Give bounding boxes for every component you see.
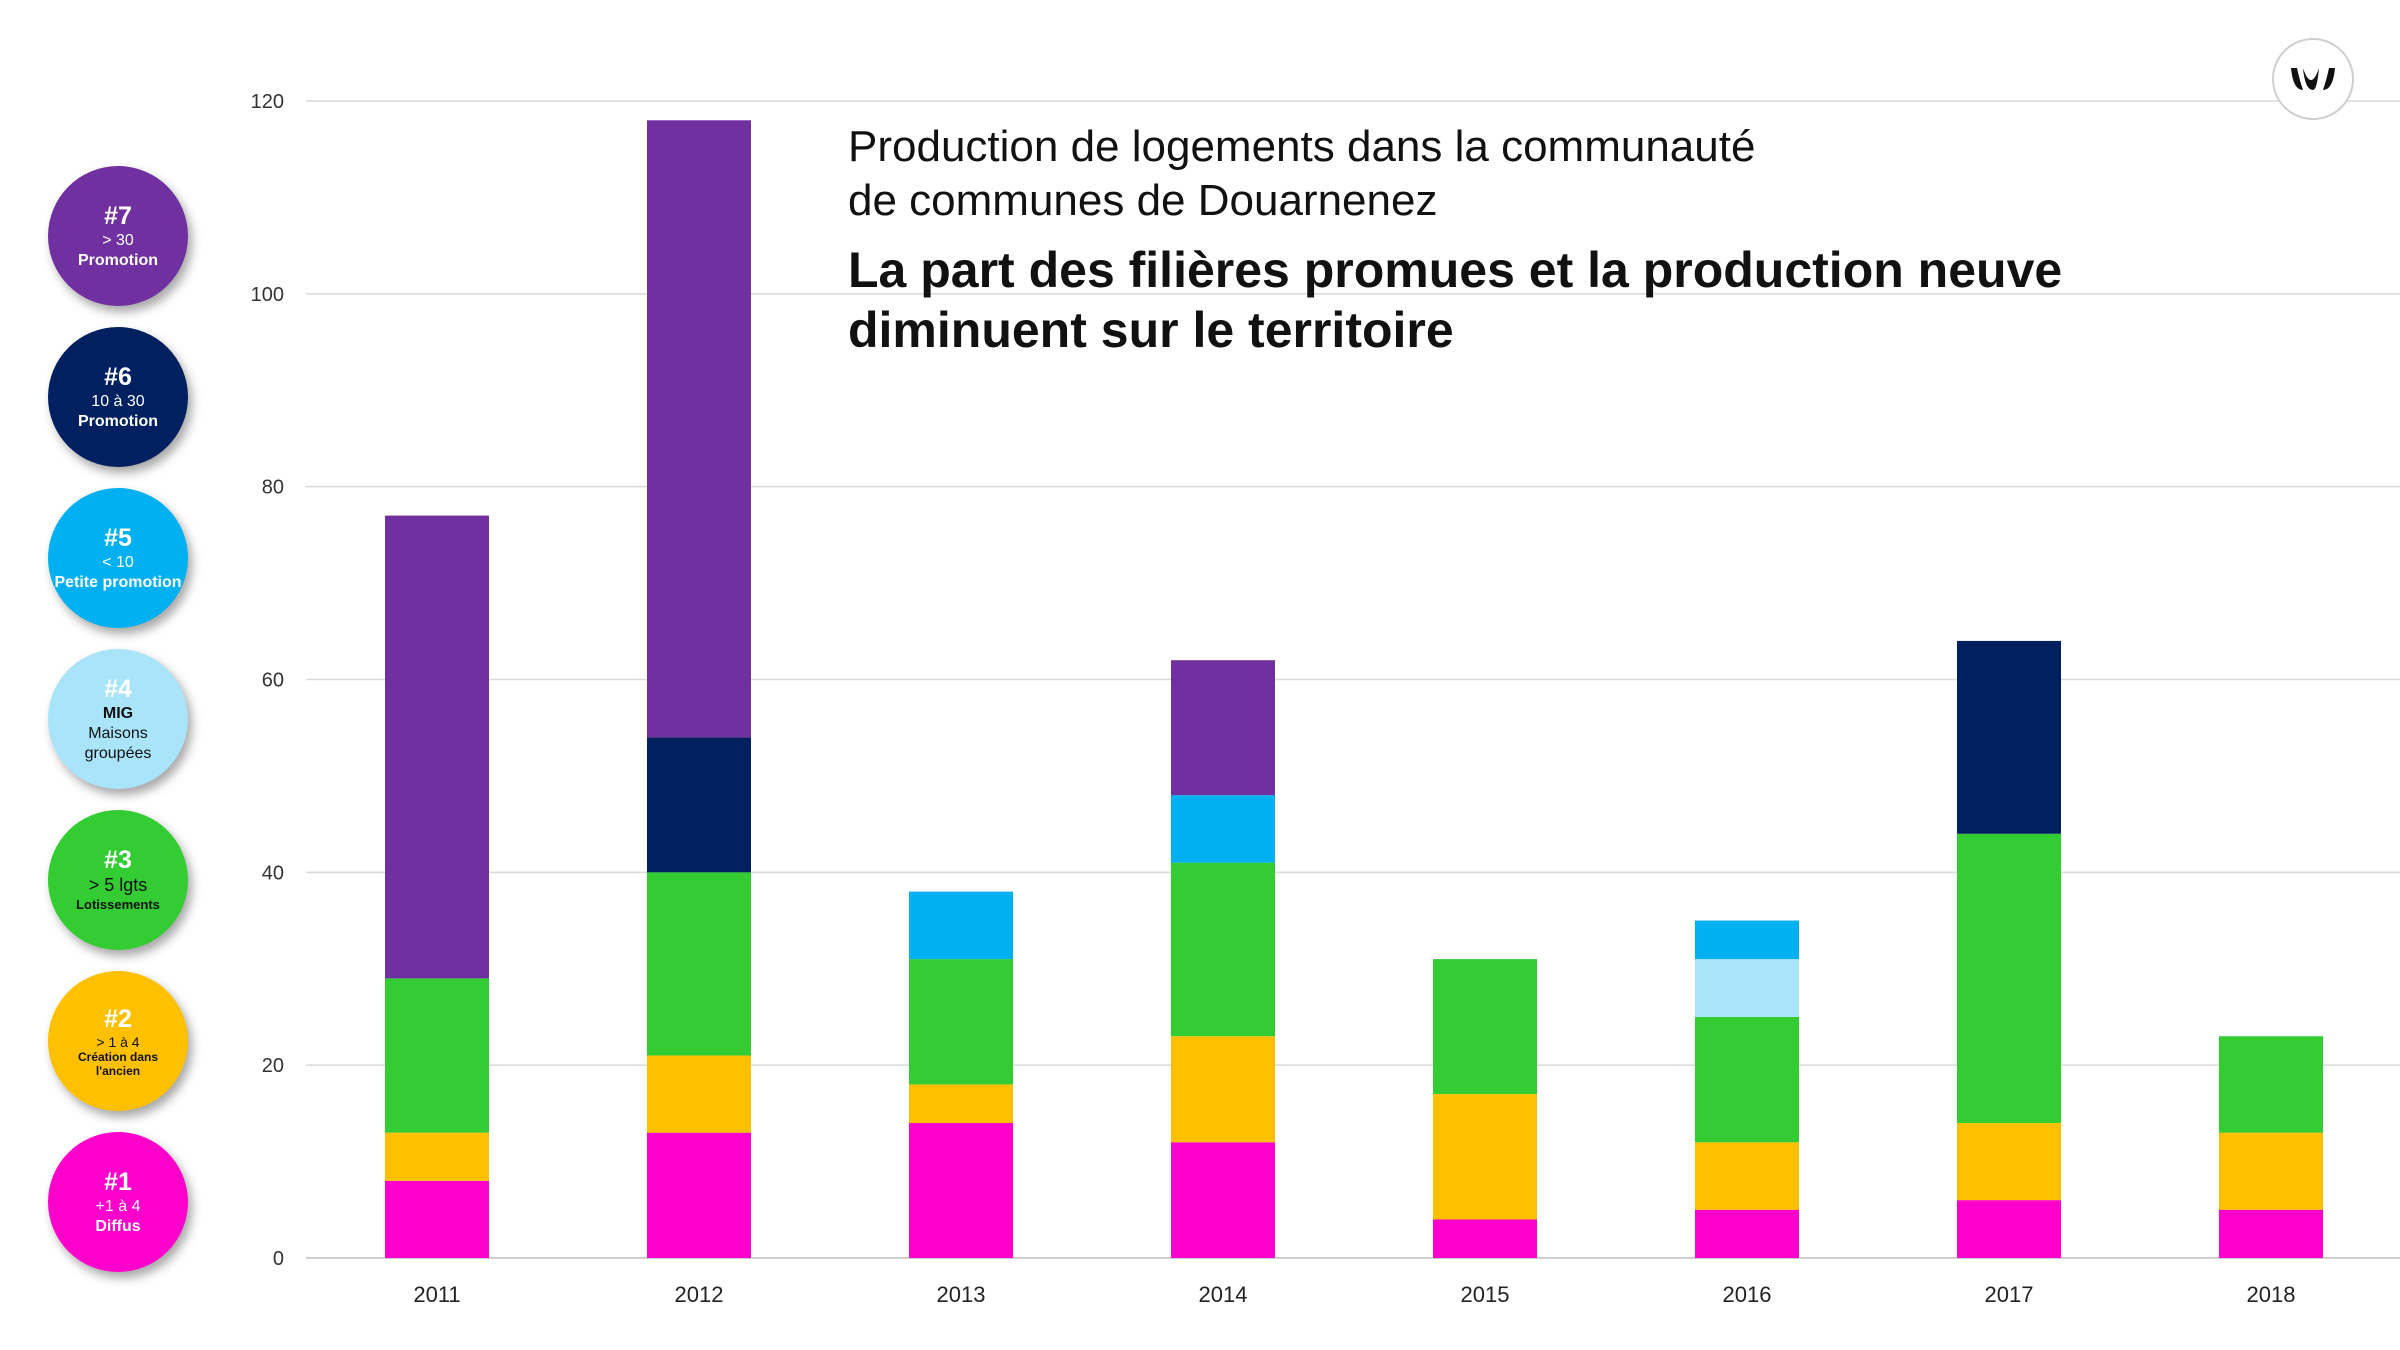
legend-item-7: #7 > 30 Promotion (48, 166, 188, 306)
brand-logo-icon (2272, 38, 2354, 120)
bar-segment (1695, 920, 1799, 960)
legend-line1: > 1 à 4 (96, 1034, 140, 1050)
chart-title: Production de logements dans la communau… (848, 120, 2148, 228)
legend-num: #6 (104, 363, 132, 391)
bar-segment (1695, 1209, 1799, 1258)
bar-segment (1957, 1200, 2061, 1258)
legend-line1: +1 à 4 (95, 1198, 141, 1215)
bar-segment (1433, 1219, 1537, 1258)
x-tick-label: 2012 (675, 1282, 724, 1307)
chart-bars (385, 120, 2323, 1258)
legend-item-5: #5 < 10 Petite promotion (48, 488, 188, 628)
legend-num: #1 (104, 1168, 132, 1196)
legend-item-6: #6 10 à 30 Promotion (48, 327, 188, 467)
bar-segment (647, 1132, 751, 1258)
x-tick-label: 2017 (1985, 1282, 2034, 1307)
legend-item-2: #2 > 1 à 4 Création dans l'ancien (48, 971, 188, 1111)
bar-segment (2219, 1209, 2323, 1258)
legend-line1: > 5 lgts (88, 875, 148, 895)
legend-line2: Lotissements (76, 897, 160, 912)
x-tick-label: 2016 (1723, 1282, 1772, 1307)
legend-line2: Petite promotion (54, 574, 182, 591)
bar-segment (1433, 1094, 1537, 1220)
bar-segment (1695, 1016, 1799, 1143)
bar-segment (385, 1132, 489, 1181)
y-tick-label: 120 (251, 91, 284, 113)
bar-segment (1171, 660, 1275, 796)
bar-segment (909, 959, 1013, 1085)
bar-segment (1171, 1142, 1275, 1258)
chart-title-block: Production de logements dans la communau… (848, 120, 2148, 360)
bar-segment (2219, 1036, 2323, 1133)
x-tick-label: 2013 (937, 1282, 986, 1307)
x-tick-label: 2018 (2247, 1282, 2296, 1307)
bar-segment (1171, 1036, 1275, 1143)
y-tick-label: 40 (262, 862, 284, 884)
chart-title-line2: de communes de Douarnenez (848, 176, 1438, 225)
chart-title-line1: Production de logements dans la communau… (848, 122, 1756, 171)
y-tick-label: 80 (262, 477, 284, 499)
bar-segment (1171, 862, 1275, 1037)
bar-segment (1957, 640, 2061, 834)
bar-segment (385, 978, 489, 1133)
legend-line1: > 30 (102, 232, 134, 249)
legend-line2: Promotion (78, 413, 158, 430)
y-tick-label: 0 (273, 1248, 284, 1270)
legend-line2: Maisons groupées (84, 725, 152, 762)
legend-num: #5 (104, 524, 132, 552)
legend-line2: Diffus (95, 1218, 141, 1235)
x-tick-label: 2011 (413, 1282, 460, 1307)
bar-segment (647, 872, 751, 1056)
bar-segment (1433, 959, 1537, 1095)
legend-num: #2 (104, 1005, 132, 1033)
bar-segment (1695, 1142, 1799, 1210)
legend-num: #3 (104, 846, 132, 874)
x-axis-tick-labels: 2011 2012 2013 2014 2015 2016 2017 2018 (413, 1282, 2295, 1307)
x-tick-label: 2014 (1199, 1282, 1248, 1307)
chart-subtitle: La part des filières promues et la produ… (848, 240, 2148, 360)
bar-segment (909, 891, 1013, 960)
legend-line1: 10 à 30 (91, 393, 145, 410)
bar-segment (1695, 959, 1799, 1017)
bar-segment (1957, 833, 2061, 1124)
x-tick-label: 2015 (1461, 1282, 1510, 1307)
bar-segment (2219, 1132, 2323, 1210)
bar-segment (909, 1123, 1013, 1258)
legend-line1: < 10 (102, 554, 134, 571)
legend-item-3: #3 > 5 lgts Lotissements (48, 810, 188, 950)
y-tick-label: 60 (262, 670, 284, 692)
bar-segment (909, 1084, 1013, 1124)
bar-segment (1171, 795, 1275, 863)
legend-line2: Promotion (78, 252, 158, 269)
bar-segment (1957, 1123, 2061, 1201)
legend-num: #7 (104, 202, 132, 230)
bar-segment (647, 1055, 751, 1133)
legend-item-4: #4 MIG Maisons groupées (48, 649, 188, 789)
bar-segment (647, 737, 751, 873)
legend-item-1: #1 +1 à 4 Diffus (48, 1132, 188, 1272)
y-tick-label: 20 (262, 1055, 284, 1077)
legend-line2: Création dans l'ancien (77, 1050, 158, 1078)
bar-segment (385, 1180, 489, 1258)
bar-segment (647, 120, 751, 738)
bar-segment (385, 515, 489, 979)
y-axis-tick-labels: 0 20 40 60 80 100 120 (251, 91, 284, 1270)
chart-subtitle-line2: diminuent sur le territoire (848, 302, 1454, 358)
y-tick-label: 100 (251, 284, 284, 306)
legend-num: #4 (104, 675, 132, 703)
legend-line1: MIG (102, 705, 134, 722)
chart-subtitle-line1: La part des filières promues et la produ… (848, 242, 2063, 298)
